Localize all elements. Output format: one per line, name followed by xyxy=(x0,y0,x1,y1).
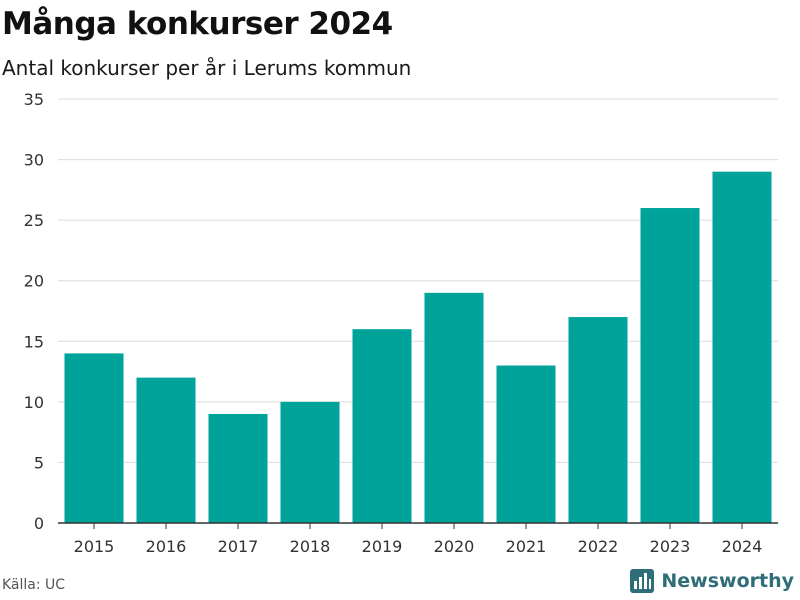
bar xyxy=(208,413,268,523)
x-tick-label: 2020 xyxy=(434,537,475,556)
x-tick-label: 2016 xyxy=(146,537,187,556)
source-note: Källa: UC xyxy=(2,577,66,593)
x-tick-label: 2024 xyxy=(722,537,763,556)
y-tick-label: 35 xyxy=(24,90,44,109)
brand-logo: Newsworthy xyxy=(629,568,794,594)
y-tick-label: 5 xyxy=(34,453,44,472)
chart-title: Många konkurser 2024 xyxy=(2,6,393,42)
y-tick-label: 15 xyxy=(24,332,44,351)
x-tick-label: 2022 xyxy=(578,537,619,556)
y-tick-label: 10 xyxy=(24,393,44,412)
bar xyxy=(424,292,484,523)
x-tick-label: 2015 xyxy=(74,537,115,556)
bar xyxy=(496,365,556,523)
bar xyxy=(352,329,412,523)
bar xyxy=(712,171,772,523)
y-tick-label: 20 xyxy=(24,272,44,291)
x-tick-label: 2018 xyxy=(290,537,331,556)
x-tick-label: 2021 xyxy=(506,537,547,556)
bar-chart-logo-icon xyxy=(630,569,655,593)
bar xyxy=(640,208,700,523)
bar xyxy=(136,377,196,523)
y-tick-label: 0 xyxy=(34,514,44,533)
x-tick-label: 2019 xyxy=(362,537,403,556)
bar xyxy=(64,353,124,523)
brand-name: Newsworthy xyxy=(661,570,794,592)
y-tick-label: 30 xyxy=(24,151,44,170)
chart-subtitle: Antal konkurser per år i Lerums kommun xyxy=(2,56,412,80)
x-tick-label: 2023 xyxy=(650,537,691,556)
bar xyxy=(280,401,340,523)
bar xyxy=(568,317,628,523)
y-tick-label: 25 xyxy=(24,211,44,230)
x-tick-label: 2017 xyxy=(218,537,259,556)
